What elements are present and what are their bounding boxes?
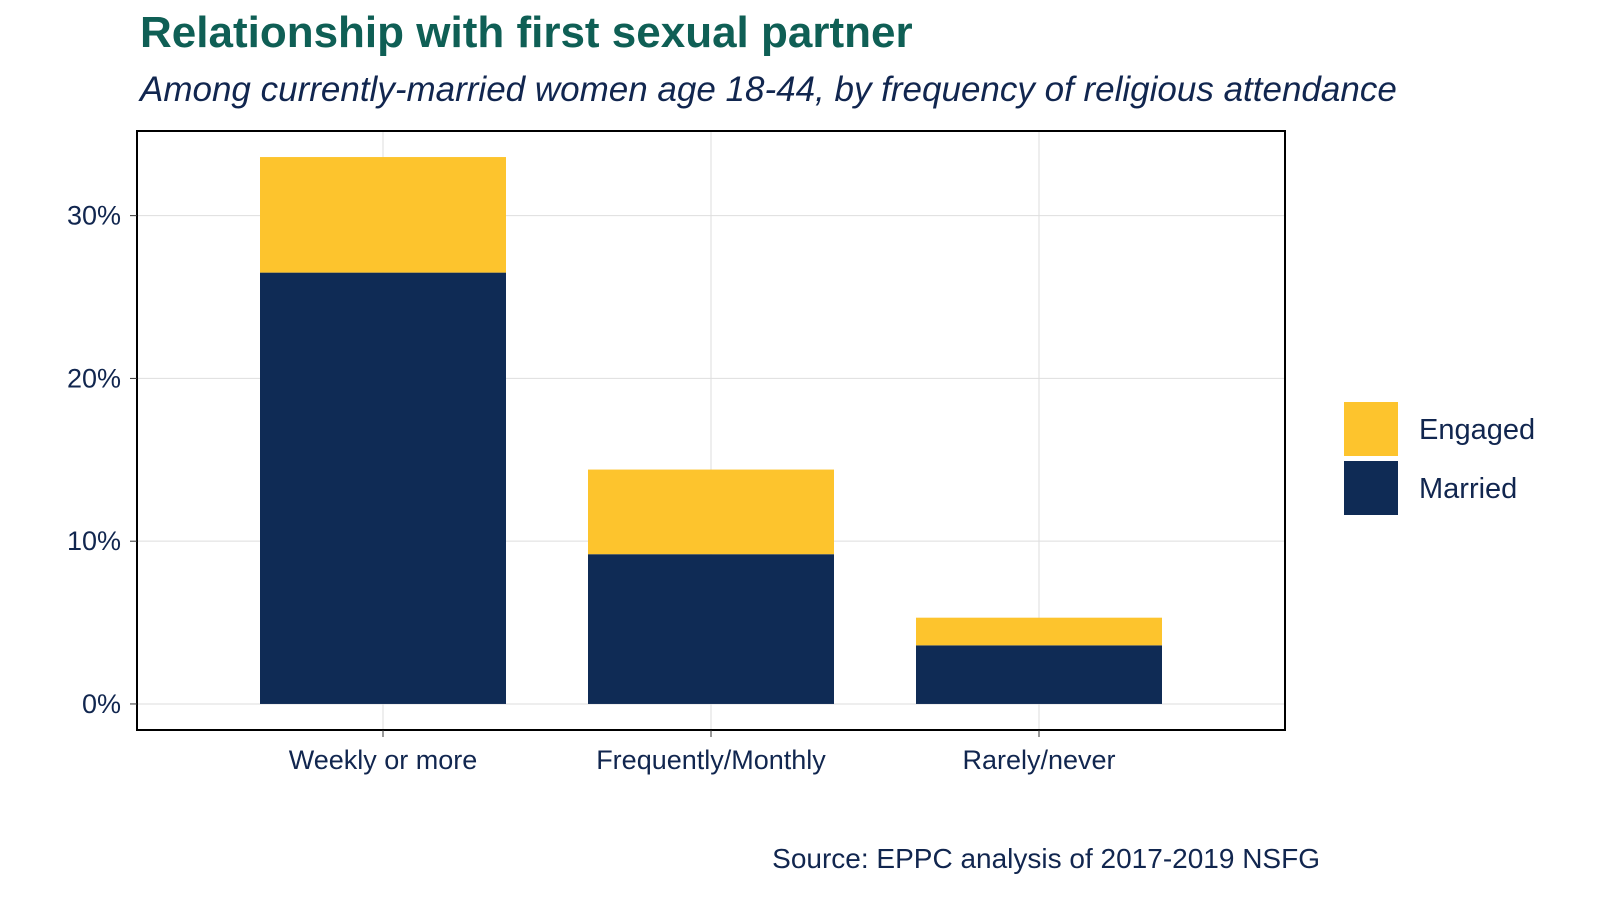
x-tick-label: Frequently/Monthly	[596, 745, 826, 775]
bar-engaged-2	[588, 469, 834, 555]
bars	[260, 157, 1162, 704]
legend-swatch-married	[1344, 461, 1398, 515]
x-tick-label: Weekly or more	[289, 745, 478, 775]
bar-married-1	[260, 272, 506, 704]
legend: Engaged Married	[1344, 402, 1535, 515]
bar-married-2	[588, 554, 834, 704]
x-tick-label: Rarely/never	[962, 745, 1115, 775]
legend-label-engaged: Engaged	[1419, 414, 1535, 446]
legend-label-married: Married	[1419, 473, 1517, 505]
y-tick-label: 10%	[67, 526, 121, 556]
chart-title: Relationship with first sexual partner	[140, 8, 913, 57]
bar-engaged-3	[916, 617, 1162, 646]
source-note: Source: EPPC analysis of 2017-2019 NSFG	[772, 843, 1320, 874]
y-axis: 0% 10% 20% 30%	[67, 201, 137, 719]
x-axis: Weekly or more Frequently/Monthly Rarely/n…	[289, 730, 1116, 775]
y-tick-label: 0%	[82, 689, 121, 719]
chart-subtitle: Among currently-married women age 18-44,…	[140, 70, 1397, 109]
y-tick-label: 20%	[67, 363, 121, 393]
bar-engaged-1	[260, 157, 506, 273]
y-tick-label: 30%	[67, 201, 121, 231]
bar-married-3	[916, 645, 1162, 704]
legend-swatch-engaged	[1344, 402, 1398, 456]
